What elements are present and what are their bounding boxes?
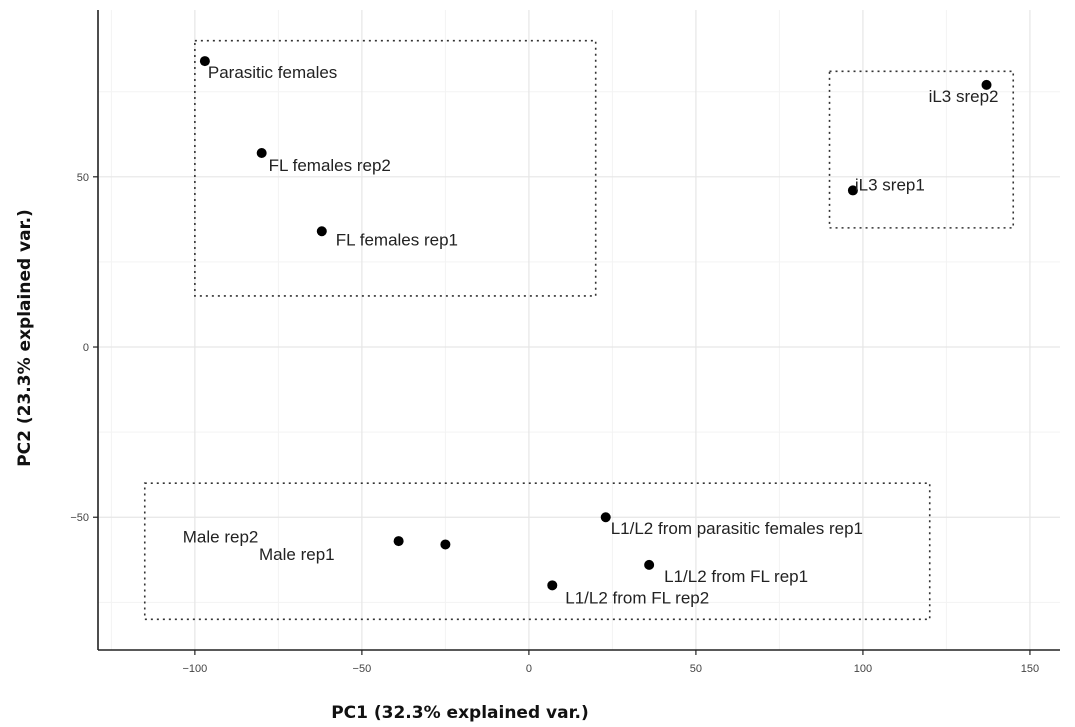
data-point [316, 226, 327, 237]
x-tick-label: −50 [353, 663, 372, 675]
group-box [828, 70, 1015, 229]
y-tick-label: −50 [70, 512, 89, 524]
data-point [440, 539, 451, 550]
grid [98, 10, 1060, 650]
y-tick-label: 0 [83, 342, 89, 354]
y-axis-title: PC2 (23.3% explained var.) [15, 209, 35, 467]
y-tick-label: 50 [77, 172, 89, 184]
axes [97, 10, 1060, 651]
point-label: FL females rep2 [269, 156, 391, 175]
data-point [981, 79, 992, 90]
x-tick-label: 150 [1021, 663, 1039, 675]
data-point [847, 185, 858, 196]
point-label: L1/L2 from FL rep1 [664, 567, 808, 586]
point-label: iL3 srep2 [929, 87, 999, 106]
data-point [547, 580, 558, 591]
data-point [256, 147, 267, 158]
x-tick-label: 100 [854, 663, 872, 675]
point-labels: Parasitic females FL females rep2 FL femal… [183, 63, 999, 607]
point-label: L1/L2 from FL rep2 [565, 588, 709, 607]
group-boxes [143, 39, 1015, 621]
point-label: iL3 srep1 [855, 175, 925, 194]
x-tick-label: 50 [690, 663, 702, 675]
data-point [644, 559, 655, 570]
point-label: L1/L2 from parasitic females rep1 [611, 519, 863, 538]
data-point [600, 512, 611, 523]
group-box [194, 39, 597, 297]
point-label: Male rep1 [259, 545, 335, 564]
data-point [393, 536, 404, 547]
point-label: Male rep2 [183, 527, 259, 546]
group-box [143, 482, 931, 621]
ticks: −100 −50 0 50 100 150 −50 0 50 [70, 172, 1039, 675]
point-label: Parasitic females [208, 63, 337, 82]
x-axis-title: PC1 (32.3% explained var.) [331, 703, 589, 723]
data-point [199, 56, 210, 67]
x-tick-label: −100 [182, 663, 207, 675]
data-points [199, 56, 992, 591]
point-label: FL females rep1 [336, 230, 458, 249]
x-tick-label: 0 [526, 663, 532, 675]
